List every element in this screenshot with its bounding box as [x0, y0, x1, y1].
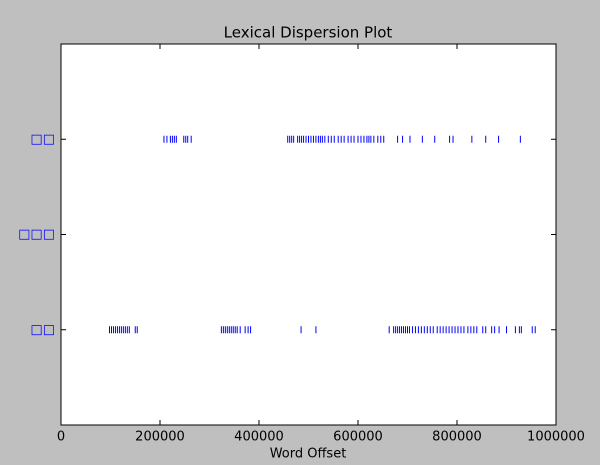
x-tick-label: 800000	[432, 430, 482, 445]
x-axis-label: Word Offset	[270, 447, 347, 462]
plot-area	[61, 44, 556, 425]
y-tick-label: □□□	[18, 227, 55, 242]
y-tick-label: □□	[30, 132, 55, 147]
plot-border	[60, 43, 557, 426]
x-tick-label: 1000000	[527, 430, 585, 445]
y-tick-label: □□	[30, 322, 55, 337]
chart-title: Lexical Dispersion Plot	[224, 24, 393, 42]
x-tick-label: 0	[57, 430, 65, 445]
x-tick-label: 600000	[333, 430, 383, 445]
x-tick-label: 200000	[135, 430, 185, 445]
x-tick-label: 400000	[234, 430, 284, 445]
